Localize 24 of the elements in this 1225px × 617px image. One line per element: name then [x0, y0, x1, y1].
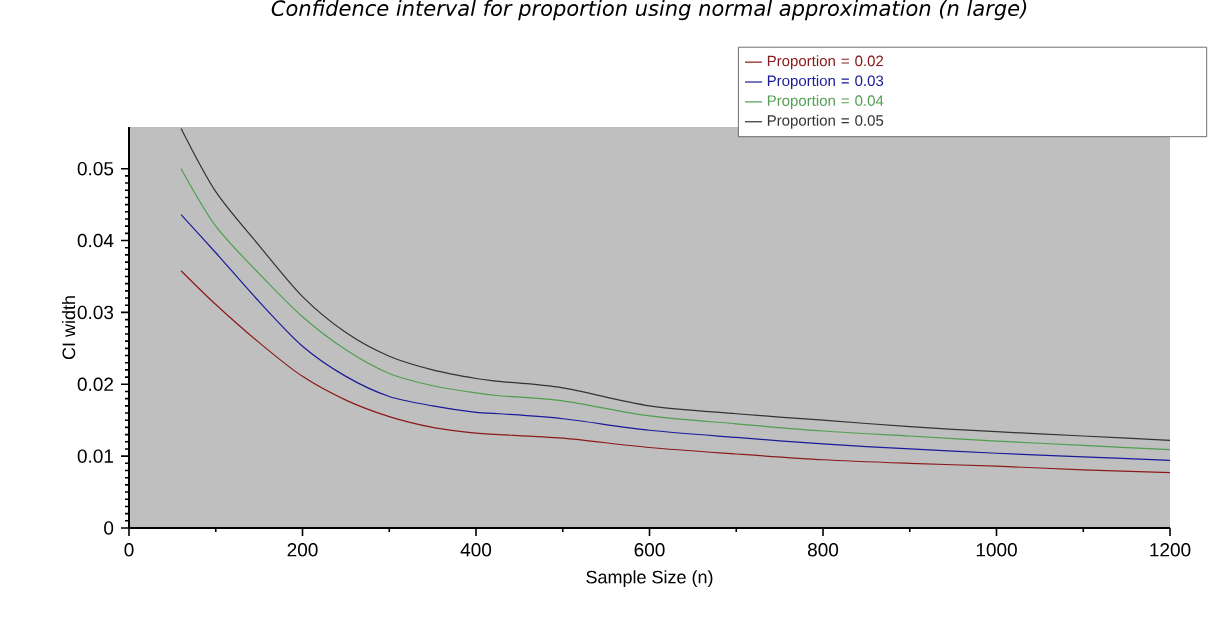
legend-label: Proportion = 0.02 — [767, 55, 884, 70]
x-tick-label: 800 — [807, 543, 839, 557]
chart-title: Confidence interval for proportion using normal approximation (n large) — [271, 0, 1027, 21]
y-axis-title: CI width — [62, 296, 76, 360]
y-tick-label: 0.02 — [77, 377, 113, 391]
y-tick-label: 0 — [104, 521, 114, 535]
x-tick-label: 600 — [634, 543, 665, 557]
line-series — [180, 168, 1171, 451]
x-tick-label: 1000 — [976, 543, 1017, 557]
line-series — [180, 127, 1171, 441]
x-tick-label: 200 — [287, 543, 318, 557]
y-tick-label: 0.01 — [77, 449, 113, 463]
x-tick-label: 0 — [124, 543, 134, 557]
legend-label: Proportion = 0.05 — [767, 114, 884, 129]
legend-label: Proportion = 0.03 — [767, 75, 884, 90]
x-tick-label: 400 — [460, 543, 492, 557]
x-tick-label: 1200 — [1150, 543, 1191, 557]
y-tick-label: 0.03 — [77, 305, 114, 320]
y-tick-label: 0.05 — [77, 161, 114, 176]
legend-label: Proportion = 0.04 — [767, 94, 884, 109]
x-axis-title: Sample Size (n) — [586, 570, 713, 588]
y-tick-label: 0.04 — [77, 233, 114, 248]
line-series — [180, 270, 1171, 474]
line-series — [180, 214, 1171, 462]
